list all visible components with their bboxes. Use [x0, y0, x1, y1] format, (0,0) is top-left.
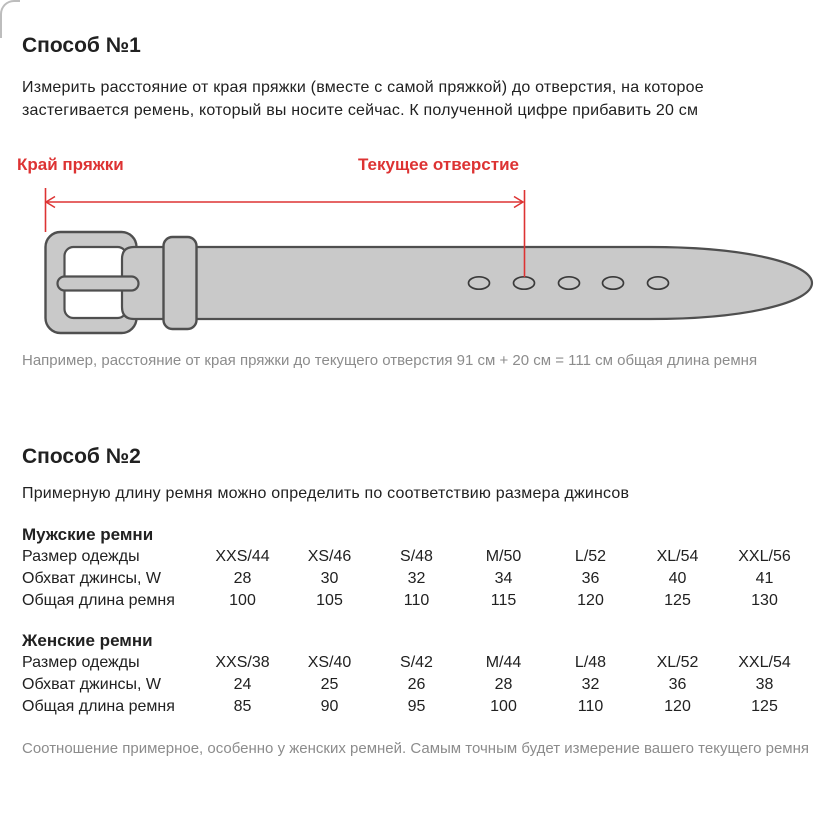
table-cell: 120: [577, 592, 604, 609]
mens-belt-table: Мужские ремни Размер одежды XXS/44 XS/46…: [22, 524, 812, 612]
table-cell: XXL/56: [738, 548, 791, 565]
belt-hole: [467, 275, 491, 291]
current-hole-label: Текущее отверстие: [358, 155, 519, 174]
mens-table-title: Мужские ремни: [22, 525, 154, 544]
belt-hole-current: [512, 275, 536, 291]
method1-title: Способ №1: [22, 34, 141, 57]
table-cell: 130: [751, 592, 778, 609]
table-cell: 40: [668, 570, 687, 587]
table-cell: 100: [229, 592, 256, 609]
method1-example: Например, расстояние от края пряжки до т…: [22, 352, 758, 369]
table-cell: 25: [320, 676, 339, 693]
belt-strap: [120, 245, 814, 321]
table-cell: L/48: [574, 654, 607, 671]
table-cell: 125: [751, 698, 778, 715]
belt-hole: [601, 275, 625, 291]
table-cell: 36: [581, 570, 600, 587]
method2-description: Примерную длину ремня можно определить п…: [22, 485, 630, 502]
row-label: Обхват джинсы, W: [22, 676, 162, 693]
table-cell: 28: [233, 570, 252, 587]
womens-table-title: Женские ремни: [22, 631, 153, 650]
table-cell: 100: [490, 698, 517, 715]
method2-title: Способ №2: [22, 445, 141, 468]
method2-note: Соотношение примерное, особенно у женски…: [22, 740, 810, 757]
card-corner-border: [0, 0, 20, 38]
table-cell: 30: [320, 570, 339, 587]
table-cell: XXS/38: [215, 654, 270, 671]
table-cell: L/52: [574, 548, 607, 565]
table-cell: 26: [407, 676, 426, 693]
table-cell: XL/52: [656, 654, 699, 671]
table-cell: 115: [490, 592, 517, 609]
table-cell: S/48: [400, 548, 433, 565]
table-cell: 32: [581, 676, 600, 693]
table-cell: XS/46: [307, 548, 352, 565]
table-cell: 105: [316, 592, 343, 609]
table-cell: 36: [668, 676, 687, 693]
table-cell: 28: [494, 676, 513, 693]
table-cell: 41: [755, 570, 774, 587]
table-cell: 38: [755, 676, 774, 693]
buckle-edge-label: Край пряжки: [17, 155, 124, 174]
belt-diagram-icon: [44, 188, 814, 335]
table-cell: 24: [233, 676, 252, 693]
table-cell: M/44: [485, 654, 522, 671]
table-cell: 125: [664, 592, 691, 609]
belt-hole: [557, 275, 581, 291]
method1-description: Измерить расстояние от края пряжки (вмес…: [22, 79, 704, 119]
table-cell: 110: [403, 592, 430, 609]
table-cell: XS/40: [307, 654, 352, 671]
table-cell: XL/54: [656, 548, 699, 565]
row-label: Обхват джинсы, W: [22, 570, 162, 587]
row-label: Общая длина ремня: [22, 698, 175, 715]
row-label: Общая длина ремня: [22, 592, 175, 609]
table-cell: 32: [407, 570, 426, 587]
table-cell: M/50: [485, 548, 522, 565]
table-cell: XXS/44: [215, 548, 270, 565]
table-cell: XXL/54: [738, 654, 791, 671]
belt-prong: [56, 275, 140, 292]
table-cell: 90: [320, 698, 339, 715]
table-cell: 110: [577, 698, 604, 715]
table-cell: 34: [494, 570, 513, 587]
belt-hole: [646, 275, 670, 291]
table-cell: 95: [407, 698, 426, 715]
table-cell: 120: [664, 698, 691, 715]
arrow-left-icon: [44, 195, 56, 209]
belt-loop: [162, 235, 198, 331]
womens-belt-table: Женские ремни Размер одежды XXS/38 XS/40…: [22, 630, 812, 718]
arrow-right-icon: [513, 195, 525, 209]
table-cell: S/42: [400, 654, 433, 671]
row-label: Размер одежды: [22, 654, 140, 671]
table-cell: 85: [233, 698, 252, 715]
row-label: Размер одежды: [22, 548, 140, 565]
